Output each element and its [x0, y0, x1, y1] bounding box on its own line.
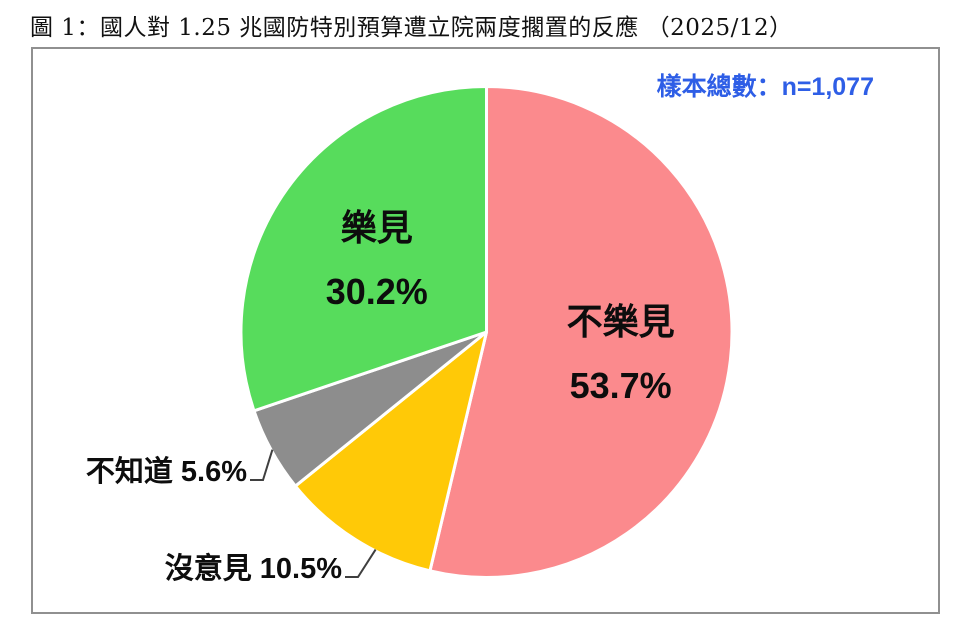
pie-chart-svg: 不樂見 53.7% 沒意見 10.5% 不知道 5.6% 樂見 30.2%	[86, 85, 734, 585]
sample-size-label: 樣本總數：n=1,077	[656, 73, 874, 101]
leader-line-dont-know	[250, 449, 274, 481]
pie-label-dont-know: 不知道 5.6%	[86, 454, 247, 488]
pie-label-not-pleased: 不樂見	[567, 301, 675, 342]
pie-slice-pleased	[239, 85, 488, 413]
leader-line-no-opinion	[345, 549, 377, 578]
pie-value-pleased: 30.2%	[326, 271, 428, 312]
pie-label-pleased: 樂見	[341, 207, 413, 248]
pie-value-not-pleased: 53.7%	[570, 365, 672, 406]
chart-frame: 樣本總數：n=1,077 不樂見 53.7% 沒意見 10.5% 不知道 5.6% 樂見…	[31, 47, 940, 614]
pie-slice-not-pleased	[428, 85, 734, 579]
pie-label-no-opinion: 沒意見 10.5%	[165, 551, 342, 585]
pie-slice-no-opinion	[293, 330, 488, 573]
page-title: 圖 1：國人對 1.25 兆國防特別預算遭立院兩度擱置的反應 （2025/12）	[30, 15, 793, 41]
